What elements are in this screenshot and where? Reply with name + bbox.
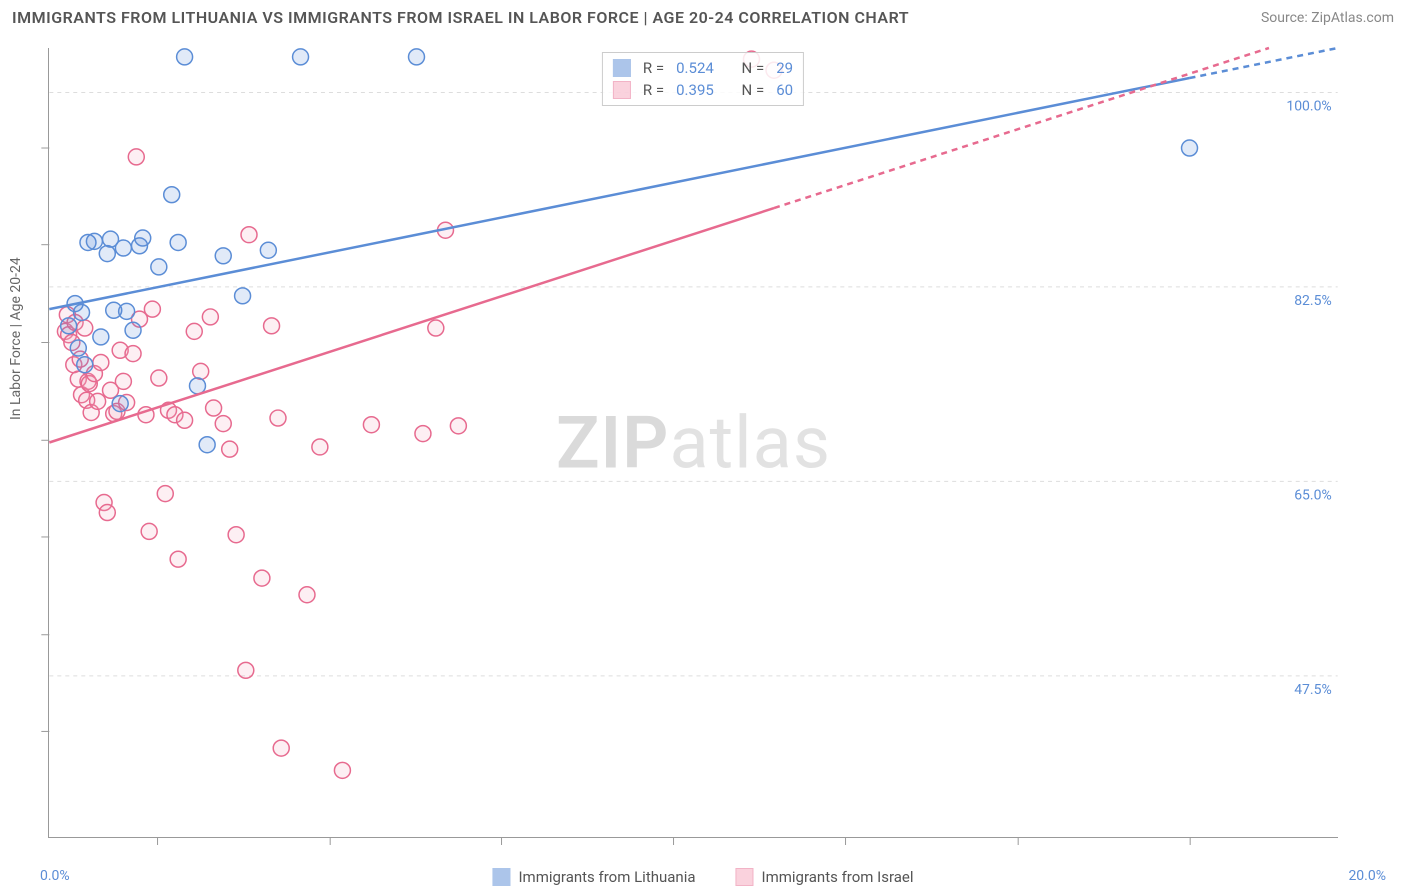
n-label: N = xyxy=(742,81,765,99)
swatch-israel-bottom xyxy=(736,868,754,886)
chart-plot-area: ZIPatlas 47.5%65.0%82.5%100.0% xyxy=(48,48,1338,838)
r-value-israel: 0.395 xyxy=(676,81,714,99)
svg-text:65.0%: 65.0% xyxy=(1294,487,1331,503)
svg-text:47.5%: 47.5% xyxy=(1294,682,1331,698)
svg-text:100.0%: 100.0% xyxy=(1286,98,1331,114)
source-attribution: Source: ZipAtlas.com xyxy=(1261,10,1394,26)
r-value-lithuania: 0.524 xyxy=(676,59,714,77)
series-legend: Immigrants from Lithuania Immigrants fro… xyxy=(492,868,913,886)
scatter-svg: 47.5% 65.0% 82.5% 100.0% xyxy=(49,48,1338,837)
legend-label-israel: Immigrants from Israel xyxy=(762,868,914,886)
x-axis-max-label: 20.0% xyxy=(1348,868,1386,884)
swatch-lithuania xyxy=(613,59,631,77)
legend-label-lithuania: Immigrants from Lithuania xyxy=(518,868,695,886)
n-value-israel: 60 xyxy=(776,81,793,99)
legend-row-lithuania: R = 0.524 N = 29 xyxy=(613,57,793,79)
chart-title: IMMIGRANTS FROM LITHUANIA VS IMMIGRANTS … xyxy=(12,8,909,27)
svg-text:82.5%: 82.5% xyxy=(1294,293,1331,309)
n-value-lithuania: 29 xyxy=(776,59,793,77)
r-label: R = xyxy=(643,81,664,99)
correlation-legend: R = 0.524 N = 29 R = 0.395 N = 60 xyxy=(602,52,804,106)
r-label: R = xyxy=(643,59,664,77)
y-axis-label: In Labor Force | Age 20-24 xyxy=(8,257,24,420)
n-label: N = xyxy=(742,59,765,77)
legend-item-lithuania: Immigrants from Lithuania xyxy=(492,868,695,886)
swatch-israel xyxy=(613,81,631,99)
legend-row-israel: R = 0.395 N = 60 xyxy=(613,79,793,101)
legend-item-israel: Immigrants from Israel xyxy=(736,868,914,886)
x-axis-min-label: 0.0% xyxy=(40,868,70,884)
swatch-lithuania-bottom xyxy=(492,868,510,886)
